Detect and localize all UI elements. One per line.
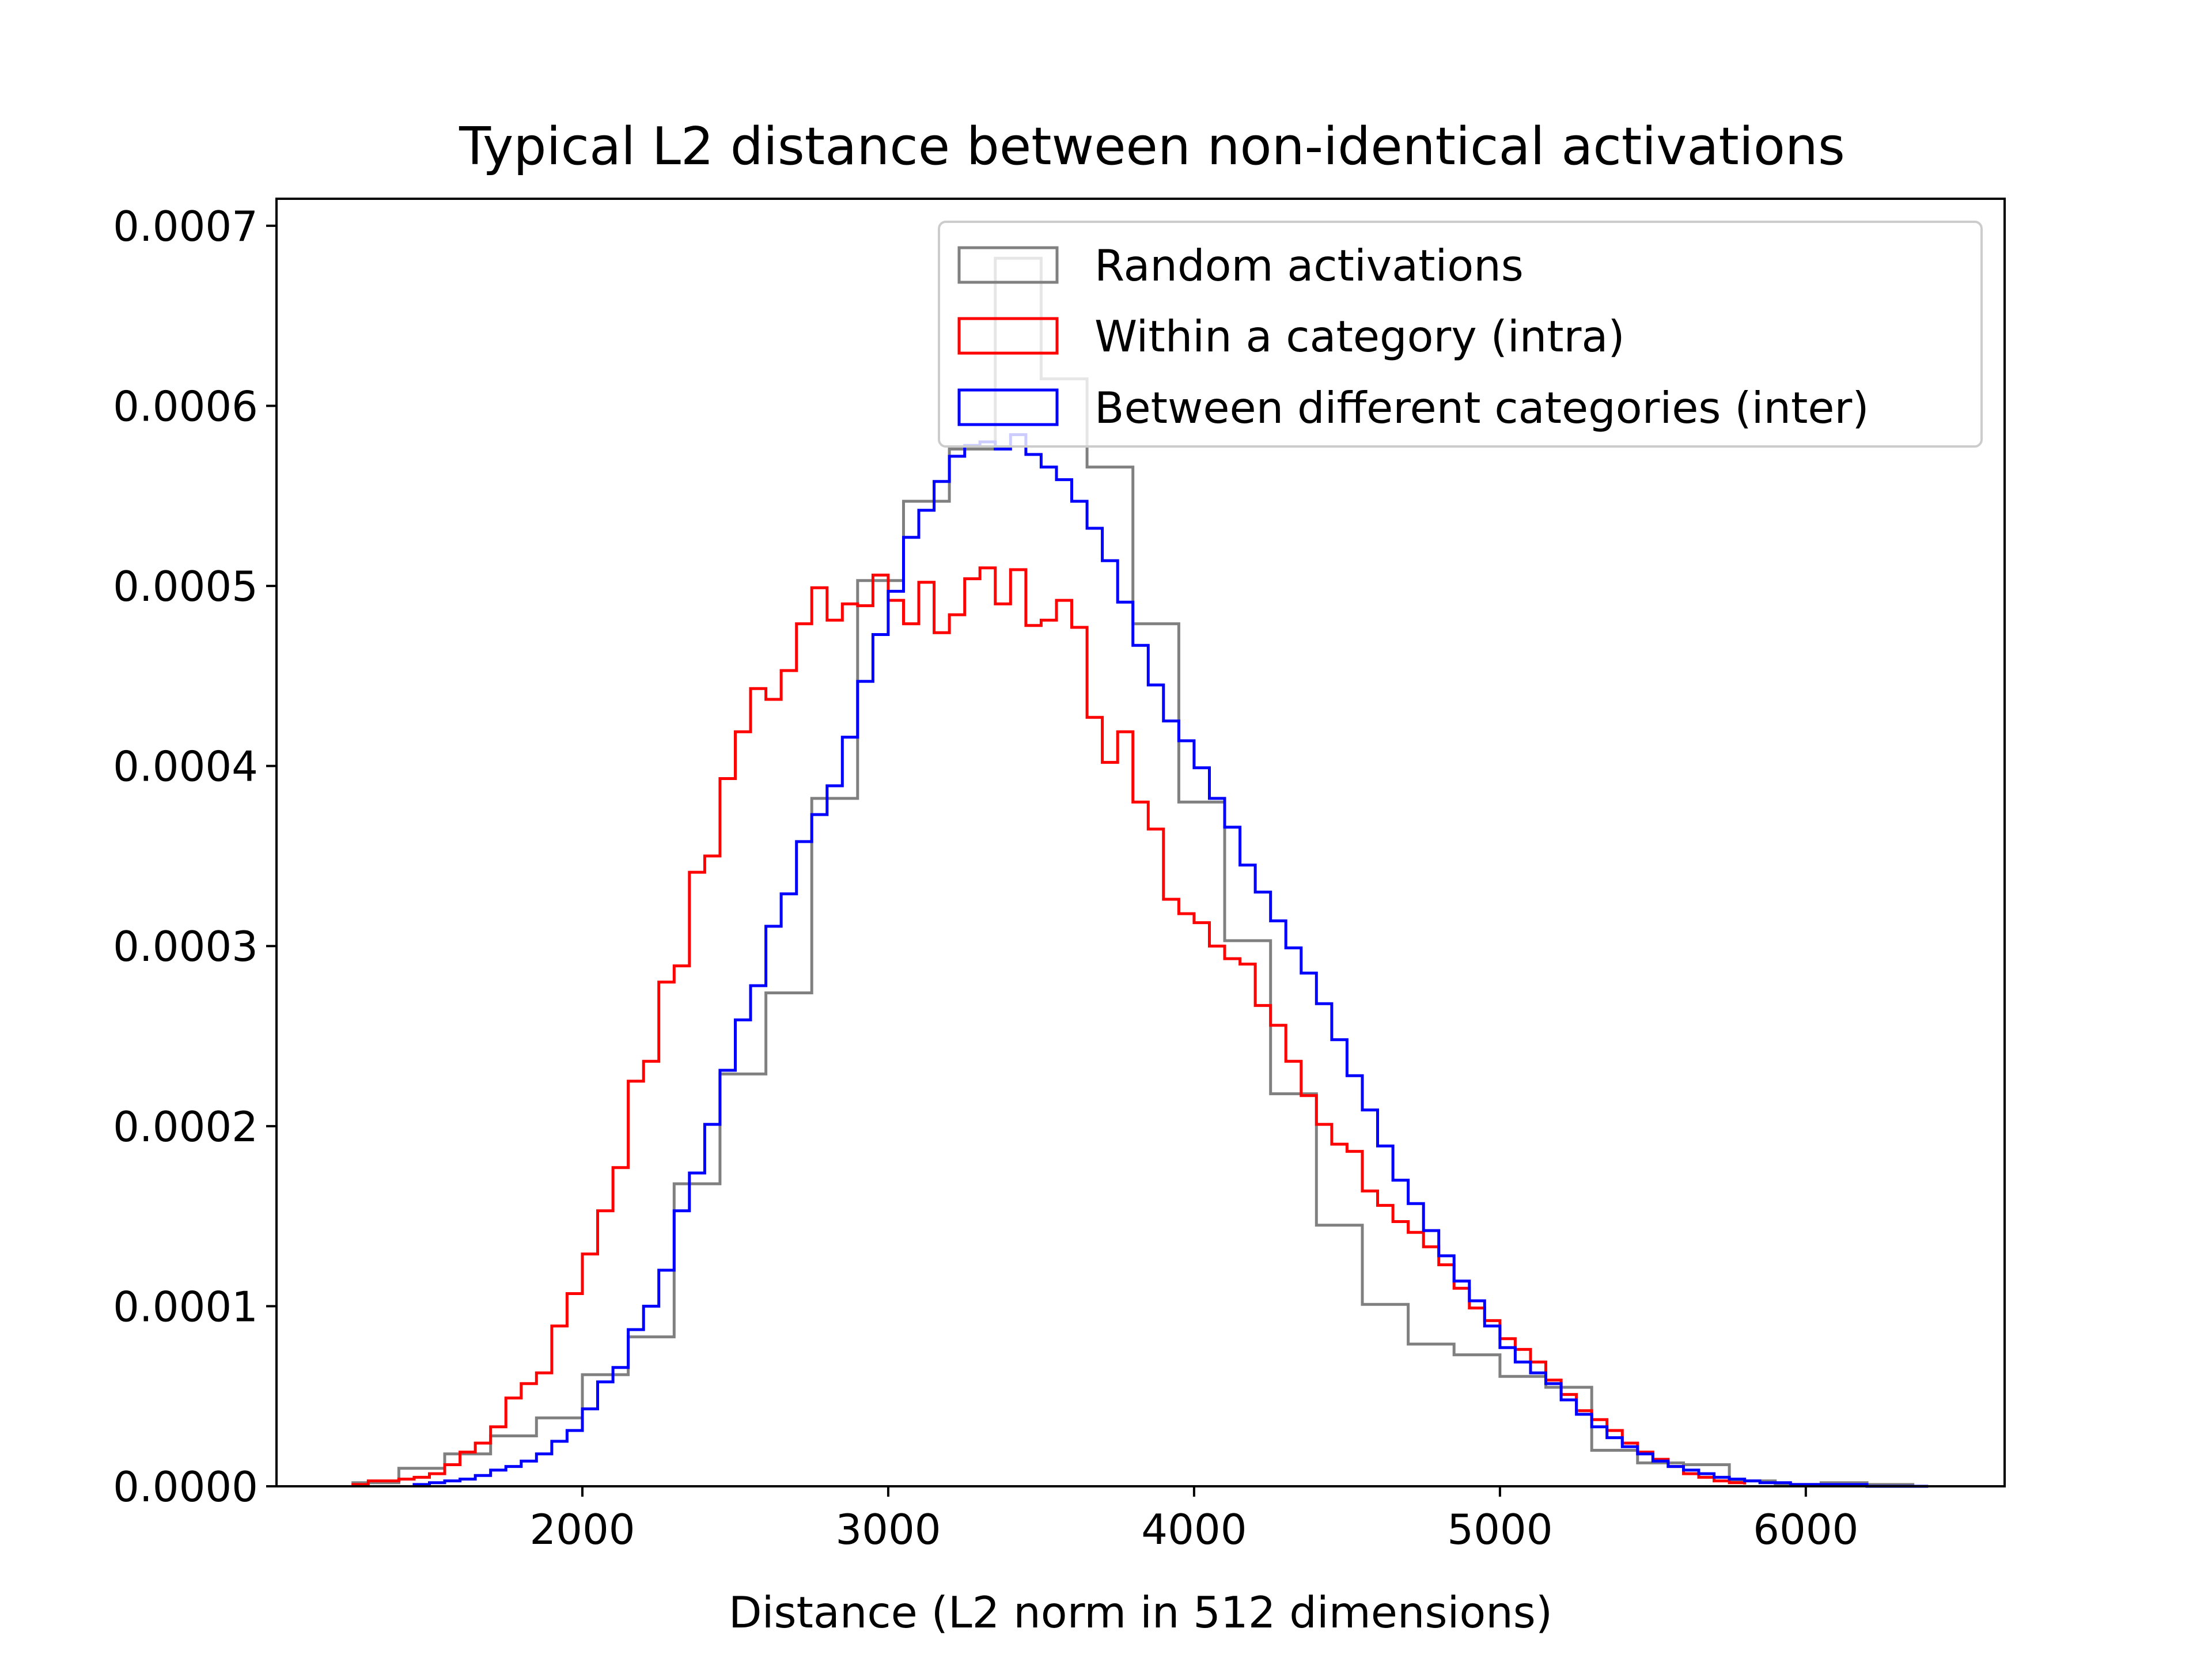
histogram-series-inter bbox=[412, 433, 1929, 1488]
legend-label-inter: Between different categories (inter) bbox=[1094, 383, 1869, 433]
plot-frame bbox=[275, 198, 2006, 1487]
legend-swatch-intra bbox=[957, 317, 1059, 355]
series-layer bbox=[351, 256, 1929, 1488]
x-axis-ticks: 2000 3000 4000 5000 6000 bbox=[529, 1486, 1858, 1554]
x-tick-label: 4000 bbox=[1141, 1505, 1247, 1554]
legend-swatch-random bbox=[957, 246, 1059, 284]
chart-title: Typical L2 distance between non-identica… bbox=[459, 116, 1845, 177]
legend-label-random: Random activations bbox=[1094, 240, 1524, 291]
x-tick-label: 5000 bbox=[1447, 1505, 1552, 1554]
y-tick-label: 0.0001 bbox=[113, 1282, 258, 1331]
y-tick-label: 0.0007 bbox=[113, 202, 258, 251]
y-tick-label: 0.0000 bbox=[113, 1463, 258, 1511]
y-tick-label: 0.0004 bbox=[113, 743, 258, 791]
y-tick-label: 0.0002 bbox=[113, 1103, 258, 1151]
x-tick-label: 3000 bbox=[835, 1505, 941, 1554]
x-tick-label: 6000 bbox=[1753, 1505, 1858, 1554]
x-axis-label: Distance (L2 norm in 512 dimensions) bbox=[729, 1587, 1552, 1638]
y-tick-label: 0.0005 bbox=[113, 562, 258, 611]
y-tick-label: 0.0006 bbox=[113, 382, 258, 430]
legend-swatch-inter bbox=[957, 388, 1059, 426]
y-tick-label: 0.0003 bbox=[113, 922, 258, 971]
legend-frame bbox=[938, 221, 1983, 448]
legend: Random activations Within a category (in… bbox=[938, 221, 1983, 448]
y-axis-ticks: 0.0000 0.0001 0.0002 0.0003 0.0004 0.0005 0.00… bbox=[113, 202, 276, 1511]
x-tick-label: 2000 bbox=[529, 1505, 635, 1554]
histogram-series-intra bbox=[351, 566, 1747, 1486]
histogram-series-random bbox=[351, 256, 1915, 1486]
legend-label-intra: Within a category (intra) bbox=[1094, 311, 1625, 362]
